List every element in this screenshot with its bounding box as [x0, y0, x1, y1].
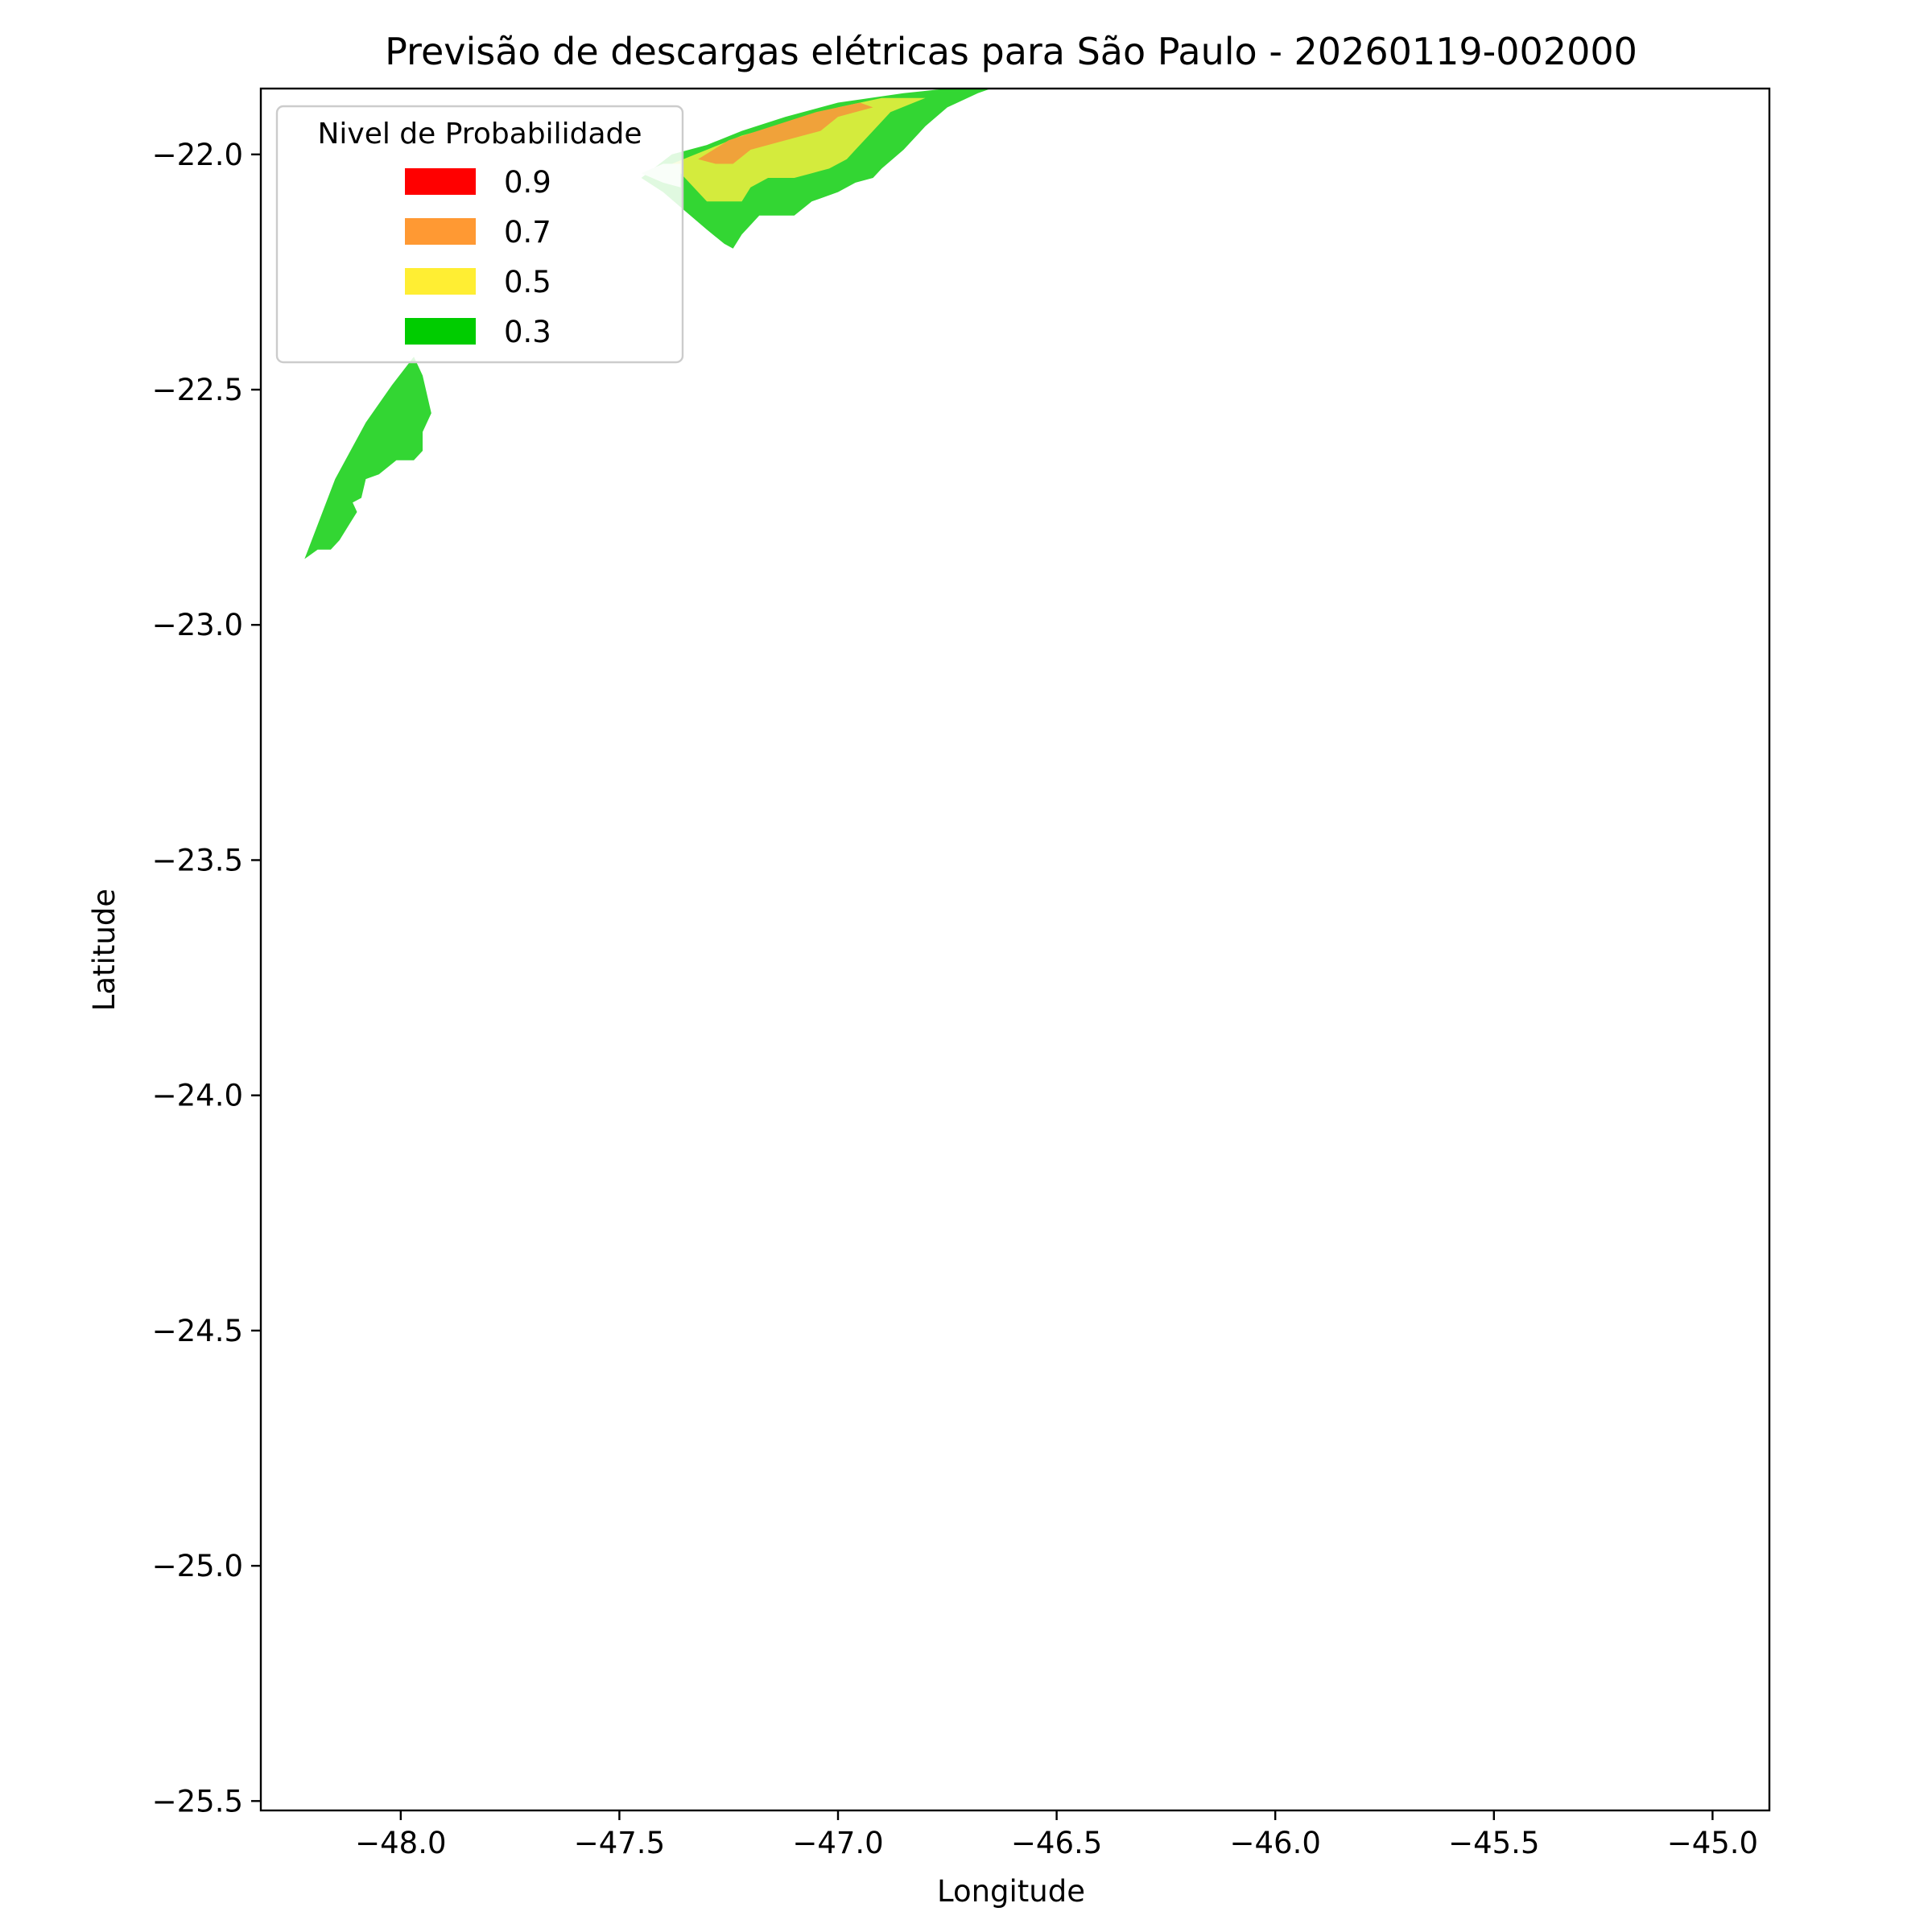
- y-tick-label: −23.0: [152, 608, 243, 642]
- y-tick-label: −22.0: [152, 138, 243, 172]
- y-axis-label: Latitude: [87, 889, 122, 1011]
- x-tick-label: −47.0: [792, 1826, 883, 1860]
- x-tick-label: −45.5: [1448, 1826, 1539, 1860]
- y-tick-label: −23.5: [152, 843, 243, 877]
- legend-swatch: [405, 268, 476, 295]
- y-tick-label: −22.5: [152, 373, 243, 407]
- legend-label: 0.9: [504, 165, 551, 200]
- x-tick-label: −46.0: [1230, 1826, 1321, 1860]
- x-tick-label: −46.5: [1011, 1826, 1102, 1860]
- x-tick-label: −48.0: [355, 1826, 446, 1860]
- y-tick-label: −25.0: [152, 1549, 243, 1583]
- legend-label: 0.5: [504, 265, 551, 299]
- legend-box: [275, 105, 684, 364]
- legend-swatch: [405, 168, 476, 195]
- x-axis-label: Longitude: [937, 1874, 1085, 1909]
- contour-region-07-3: [698, 102, 873, 164]
- contour-region-03-0: [304, 357, 431, 559]
- y-tick-label: −24.0: [152, 1079, 243, 1113]
- x-axis-ticks: −48.0 −47.5 −47.0 −46.5 −46.0 −45.5 −45.0: [355, 1810, 1758, 1860]
- x-tick-label: −47.5: [574, 1826, 665, 1860]
- legend-label: 0.7: [504, 215, 551, 250]
- legend: Nivel de Probabilidade 0.9 0.7 0.5 0.3: [275, 105, 684, 364]
- x-tick-label: −45.0: [1667, 1826, 1758, 1860]
- legend-label: 0.3: [504, 315, 551, 349]
- axes-frame: [259, 87, 1771, 1812]
- y-tick-label: −25.5: [152, 1784, 243, 1818]
- legend-title: Nivel de Probabilidade: [317, 118, 642, 151]
- contour-regions: [304, 89, 992, 559]
- chart-title: Previsão de descargas elétricas para São…: [385, 30, 1637, 73]
- legend-swatch: [405, 218, 476, 245]
- y-tick-label: −24.5: [152, 1314, 243, 1348]
- legend-swatch: [405, 318, 476, 345]
- y-axis-ticks: −22.0 −22.5 −23.0 −23.5 −24.0 −24.5 −25.0 −25.5: [152, 138, 261, 1818]
- legend-entries: 0.9 0.7 0.5 0.3: [405, 165, 551, 349]
- contour-region-05-2: [671, 97, 926, 202]
